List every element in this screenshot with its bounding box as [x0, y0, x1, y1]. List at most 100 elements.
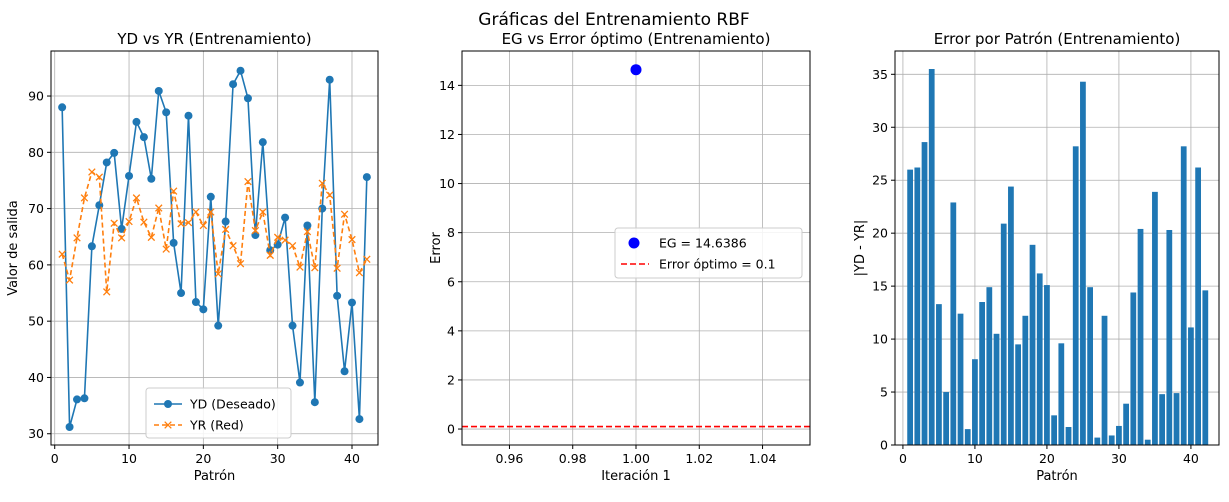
- data-point: [310, 398, 319, 407]
- data-point: [58, 103, 67, 112]
- chart-error-por-patron: 0 10 20 30 40 0 5 10 15 20 25 30 35 Error por Patrón …: [853, 30, 1220, 484]
- data-point: [154, 86, 163, 95]
- data-point: [340, 367, 349, 376]
- data-point: [325, 75, 334, 84]
- bar: [1195, 167, 1201, 445]
- bar: [1144, 439, 1151, 445]
- y-tick-label: 4: [447, 323, 455, 338]
- legend-marker: [164, 421, 172, 429]
- bar: [993, 333, 1000, 445]
- x-tick-label: 1.02: [685, 451, 713, 466]
- data-point: [214, 321, 223, 330]
- bar: [1202, 290, 1209, 445]
- bar: [964, 429, 971, 445]
- data-point: [258, 138, 267, 147]
- chart-title: EG vs Error óptimo (Entrenamiento): [502, 30, 771, 48]
- axes-frame: [894, 50, 1220, 446]
- y-tick-label: 14: [439, 78, 455, 93]
- data-point: [266, 251, 274, 260]
- data-point: [162, 108, 171, 117]
- data-point: [281, 236, 289, 244]
- bar: [986, 287, 993, 445]
- bar: [1108, 435, 1115, 445]
- y-tick-label: 30: [28, 426, 44, 441]
- data-point: [244, 177, 252, 186]
- y-tick-label: 60: [28, 257, 44, 272]
- data-point: [73, 234, 81, 242]
- y-tick-label: 35: [872, 67, 888, 82]
- bar: [1044, 285, 1050, 445]
- bar: [1166, 229, 1173, 445]
- x-tick-label: 30: [1111, 451, 1127, 466]
- data-point: [87, 242, 96, 251]
- data-point: [340, 210, 349, 218]
- data-point: [296, 263, 304, 271]
- x-axis-label: Patrón: [194, 469, 236, 484]
- data-point: [303, 227, 312, 236]
- y-tick-label: 10: [439, 176, 455, 191]
- y-tick-label: 15: [872, 279, 888, 294]
- y-axis-label: Error: [429, 232, 444, 264]
- y-tick-label: 12: [439, 127, 455, 142]
- data-point: [221, 225, 230, 234]
- data-point: [236, 66, 245, 75]
- bar: [1180, 146, 1187, 446]
- data-point: [281, 213, 290, 222]
- data-point: [73, 395, 82, 404]
- data-point: [362, 173, 371, 182]
- data-point: [132, 194, 141, 202]
- bar: [1188, 327, 1194, 445]
- data-point: [347, 298, 356, 307]
- data-point: [199, 221, 208, 230]
- bar: [1065, 426, 1072, 445]
- data-point: [102, 158, 111, 167]
- data-point: [147, 174, 156, 183]
- data-point: [110, 148, 119, 157]
- bar: [907, 169, 913, 445]
- bar: [1137, 228, 1144, 445]
- legend-label: YR (Red): [189, 418, 244, 433]
- data-point: [140, 218, 148, 226]
- data-point: [65, 276, 74, 284]
- y-tick-label: 30: [872, 120, 888, 135]
- data-point: [65, 422, 74, 431]
- data-point: [184, 111, 193, 120]
- data-point: [355, 269, 364, 277]
- data-point: [177, 289, 186, 298]
- bar: [1159, 394, 1165, 445]
- chart-title: Error por Patrón (Entrenamiento): [934, 30, 1181, 48]
- data-point: [206, 192, 215, 201]
- chart-eg-vs-error-optimo: 0.96 0.98 1.00 1.02 1.04 0 2 4 6 8 10 12 14 EG vs Err…: [429, 30, 811, 484]
- bar: [1022, 315, 1029, 445]
- y-tick-label: 10: [872, 332, 888, 347]
- data-point: [288, 241, 297, 250]
- data-point: [355, 415, 364, 424]
- axes-frame: [50, 50, 379, 446]
- data-point: [207, 208, 215, 216]
- legend-label: EG = 14.6386: [659, 236, 747, 251]
- bar: [950, 202, 957, 445]
- data-point: [155, 204, 163, 212]
- y-tick-label: 8: [447, 225, 455, 240]
- y-tick-label: 70: [28, 201, 44, 216]
- data-point: [259, 208, 267, 216]
- figure-title: Gráficas del Entrenamiento RBF: [478, 10, 749, 30]
- data-point: [102, 288, 111, 296]
- y-tick-label: 80: [28, 145, 44, 160]
- bar: [1072, 146, 1079, 446]
- data-point: [325, 191, 334, 199]
- x-tick-label: 10: [121, 451, 137, 466]
- data-point: [191, 298, 200, 307]
- data-point: [177, 220, 185, 228]
- x-tick-label: 0: [51, 451, 59, 466]
- bar: [1036, 273, 1043, 445]
- data-point: [117, 234, 126, 242]
- data-point: [117, 224, 126, 233]
- bar: [1101, 315, 1108, 445]
- data-point: [318, 179, 327, 188]
- y-tick-label: 50: [28, 314, 44, 329]
- data-point: [273, 240, 282, 249]
- data-point: [229, 80, 238, 89]
- data-point: [333, 291, 342, 300]
